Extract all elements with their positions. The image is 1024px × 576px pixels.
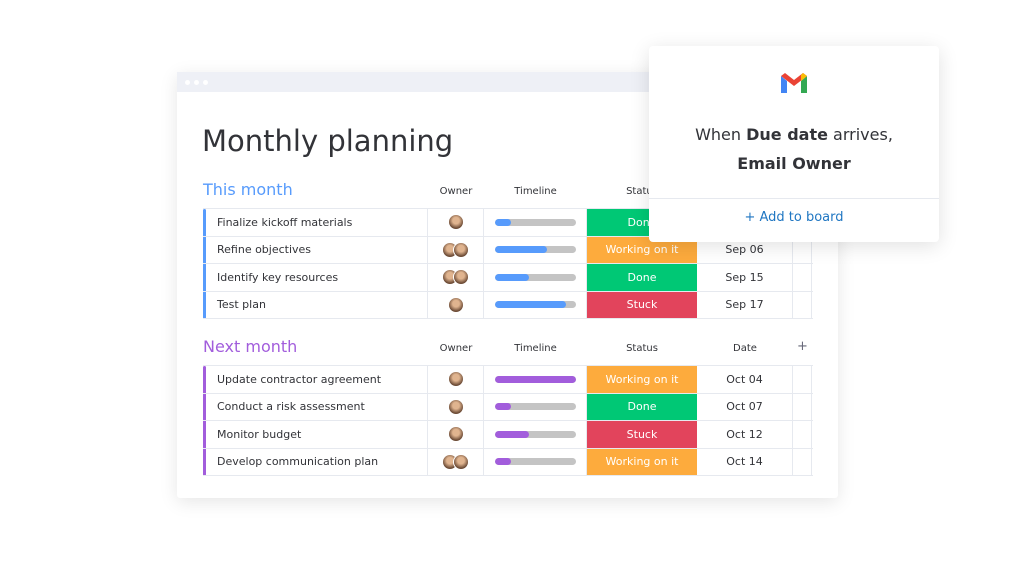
owner-cell[interactable]: [428, 393, 484, 420]
status-header: Status: [626, 186, 658, 197]
timeline-bar: [494, 430, 576, 438]
table-row[interactable]: Monitor budget Stuck Oct 12: [203, 421, 813, 449]
owner-cell[interactable]: [428, 264, 484, 291]
item-name[interactable]: Monitor budget: [203, 421, 428, 448]
date-header: Date: [733, 343, 757, 354]
empty-cell: [793, 236, 812, 263]
owner-cell[interactable]: [428, 236, 484, 263]
timeline-cell[interactable]: [484, 264, 587, 291]
date-cell[interactable]: Sep 15: [697, 264, 793, 291]
owner-cell[interactable]: [428, 421, 484, 448]
timeline-bar: [494, 273, 576, 281]
owner-header: Owner: [439, 186, 473, 197]
group-title[interactable]: Next month: [203, 337, 298, 356]
owner-header: Owner: [439, 343, 473, 354]
item-name[interactable]: Identify key resources: [203, 264, 428, 291]
avatar[interactable]: [453, 241, 469, 258]
avatar[interactable]: [447, 371, 464, 388]
date-cell[interactable]: Sep 06: [697, 236, 793, 263]
table-row[interactable]: Identify key resources Done Sep 15: [203, 264, 813, 292]
group-1: Next month Owner Timeline Status Date + …: [203, 329, 813, 476]
add-to-board-button[interactable]: + Add to board: [744, 210, 844, 225]
group-0: This month Owner Timeline Status Date + …: [203, 172, 813, 319]
timeline-cell[interactable]: [484, 366, 587, 393]
status-badge[interactable]: Working on it: [587, 366, 697, 393]
owner-cell[interactable]: [428, 366, 484, 393]
timeline-cell[interactable]: [484, 421, 587, 448]
window-dot: [185, 79, 190, 85]
date-cell[interactable]: Oct 04: [697, 366, 793, 393]
timeline-bar: [494, 301, 576, 309]
item-name[interactable]: Refine objectives: [203, 236, 428, 263]
divider: [649, 198, 939, 199]
timeline-cell[interactable]: [484, 393, 587, 420]
timeline-header: Timeline: [514, 186, 557, 197]
item-name[interactable]: Conduct a risk assessment: [203, 393, 428, 420]
avatar[interactable]: [447, 214, 464, 231]
avatar[interactable]: [453, 269, 469, 286]
timeline-cell[interactable]: [484, 236, 587, 263]
item-name[interactable]: Test plan: [203, 291, 428, 318]
timeline-cell[interactable]: [484, 448, 587, 475]
text: When: [695, 125, 747, 144]
timeline-bar: [494, 403, 576, 411]
timeline-cell[interactable]: [484, 209, 587, 236]
status-badge[interactable]: Done: [587, 264, 697, 291]
page-title: Monthly planning: [202, 124, 454, 158]
status-badge[interactable]: Stuck: [587, 291, 697, 318]
timeline-bar: [494, 246, 576, 254]
item-name[interactable]: Finalize kickoff materials: [203, 209, 428, 236]
window-dot: [203, 79, 208, 85]
empty-cell: [793, 366, 812, 393]
empty-cell: [793, 393, 812, 420]
date-cell[interactable]: Oct 07: [697, 393, 793, 420]
timeline-header: Timeline: [514, 343, 557, 354]
owner-cell[interactable]: [428, 291, 484, 318]
owner-cell[interactable]: [428, 448, 484, 475]
item-name[interactable]: Develop communication plan: [203, 448, 428, 475]
table-row[interactable]: Test plan Stuck Sep 17: [203, 291, 813, 319]
table-row[interactable]: Conduct a risk assessment Done Oct 07: [203, 393, 813, 421]
avatar[interactable]: [453, 453, 469, 470]
add-column-button[interactable]: +: [797, 339, 808, 354]
owner-cell[interactable]: [428, 209, 484, 236]
date-cell[interactable]: Oct 12: [697, 421, 793, 448]
date-cell[interactable]: Oct 14: [697, 448, 793, 475]
trigger: Due date: [746, 125, 828, 144]
avatar[interactable]: [447, 398, 464, 415]
avatar[interactable]: [447, 296, 464, 313]
empty-cell: [793, 264, 812, 291]
empty-cell: [793, 421, 812, 448]
automation-popup: When Due date arrives, Email Owner + Add…: [649, 46, 939, 242]
text: arrives,: [827, 125, 893, 144]
item-name[interactable]: Update contractor agreement: [203, 366, 428, 393]
action-text: Email Owner: [737, 154, 851, 173]
window-dot: [194, 79, 199, 85]
automation-text: When Due date arrives, Email Owner: [649, 120, 939, 178]
timeline-cell[interactable]: [484, 291, 587, 318]
group-color-bar: [203, 366, 206, 476]
status-header: Status: [626, 343, 658, 354]
empty-cell: [793, 448, 812, 475]
timeline-bar: [494, 218, 576, 226]
gmail-icon: [781, 73, 807, 93]
empty-cell: [793, 291, 812, 318]
status-badge[interactable]: Working on it: [587, 448, 697, 475]
status-badge[interactable]: Stuck: [587, 421, 697, 448]
table-row[interactable]: Develop communication plan Working on it…: [203, 448, 813, 476]
group-title[interactable]: This month: [203, 180, 293, 199]
timeline-bar: [494, 375, 576, 383]
date-cell[interactable]: Sep 17: [697, 291, 793, 318]
group-color-bar: [203, 209, 206, 319]
timeline-bar: [494, 458, 576, 466]
table-row[interactable]: Update contractor agreement Working on i…: [203, 366, 813, 394]
status-badge[interactable]: Done: [587, 393, 697, 420]
avatar[interactable]: [447, 426, 464, 443]
